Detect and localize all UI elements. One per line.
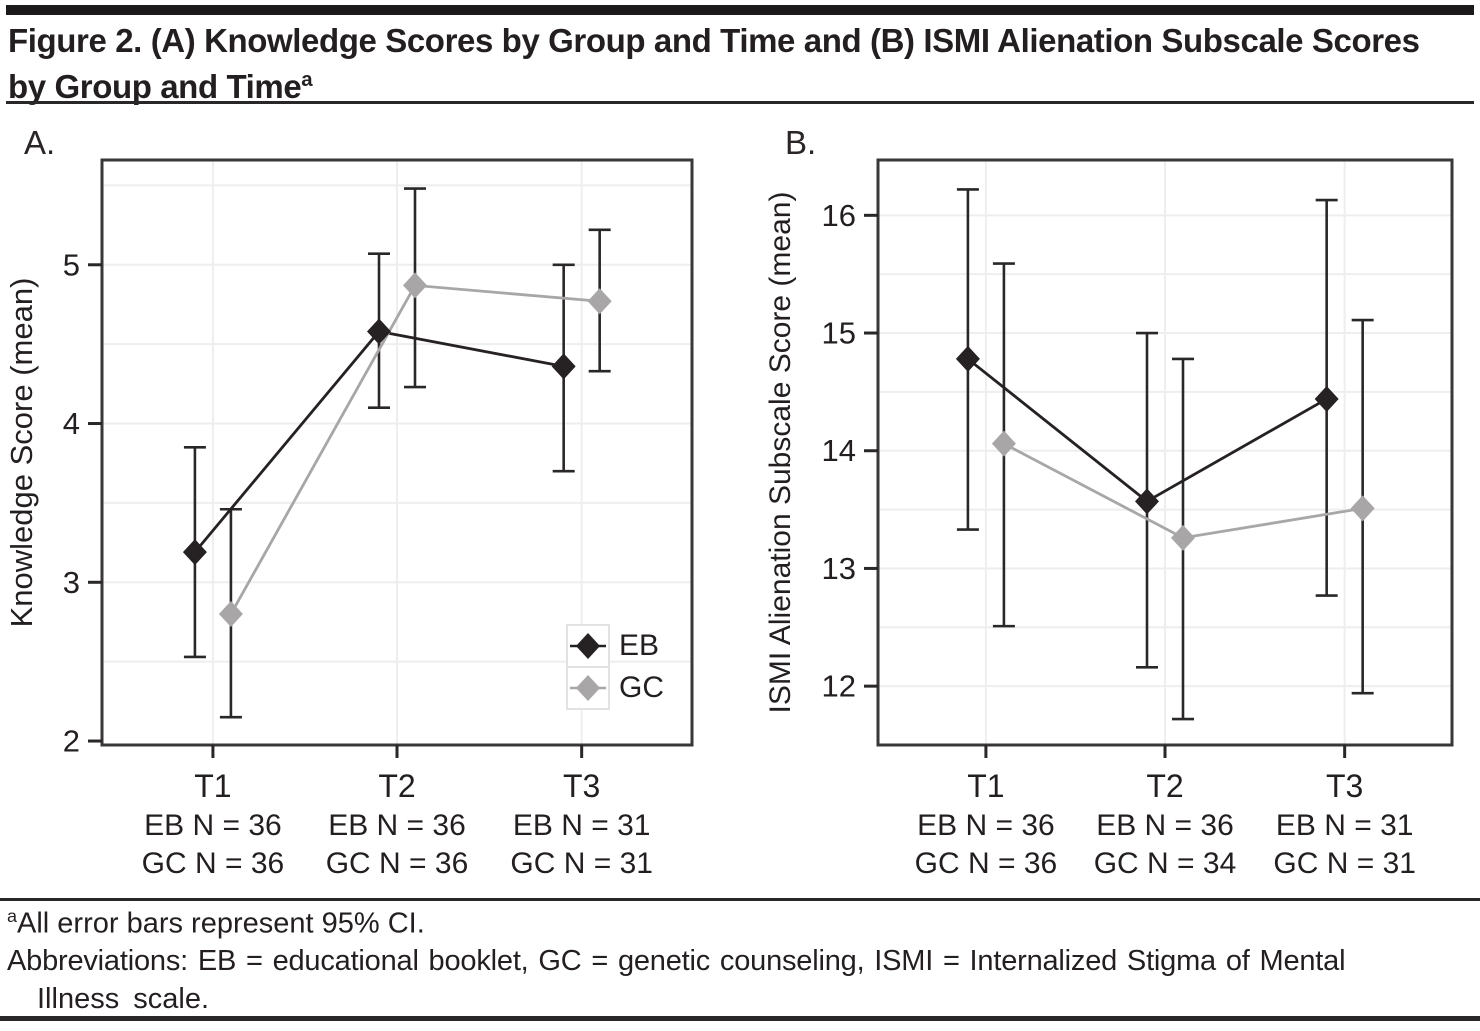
y-tick-label: 2	[63, 724, 80, 759]
legend-diamond	[576, 633, 600, 659]
y-tick-label: 13	[822, 551, 856, 586]
figure-title-line2: by Group and Time	[8, 68, 302, 105]
sample-size-label: GC N = 36	[326, 847, 469, 880]
data-point-gc-t1	[991, 430, 1016, 457]
data-point-eb-t2	[1135, 488, 1159, 515]
x-tick-label: T2	[1146, 768, 1183, 804]
y-tick-label: 4	[63, 406, 80, 441]
sample-size-label: EB N = 36	[144, 809, 282, 842]
footnote-ci: aAll error bars represent 95% CI.	[7, 906, 1473, 941]
bottom-rule	[0, 1016, 1480, 1021]
sample-size-label: GC N = 36	[142, 847, 285, 880]
legend-label-gc: GC	[619, 671, 664, 704]
sample-size-label: GC N = 31	[1273, 847, 1416, 880]
legend-diamond	[576, 675, 600, 701]
x-tick-label: T3	[563, 768, 600, 804]
footnote-abbreviations-cont: Illness scale.	[37, 983, 210, 1015]
chart-legend: EB GC	[566, 624, 664, 710]
x-tick-label: T1	[194, 768, 231, 804]
data-point-eb-t3	[1314, 385, 1339, 412]
ismi-alienation-chart: 12 13 14 15 16 T1 EB N = 36 GC N = 36 T2 EB N = 3…	[764, 158, 1454, 880]
data-point-gc-t2	[1171, 524, 1195, 551]
sample-size-label: EB N = 31	[1276, 809, 1414, 842]
data-point-gc-t3	[1350, 495, 1375, 522]
sample-size-label: EB N = 36	[328, 809, 466, 842]
y-tick-label: 3	[63, 565, 80, 600]
y-axis-title: ISMI Alienation Subscale Score (mean)	[764, 192, 797, 714]
x-tick-label: T2	[378, 768, 415, 804]
y-tick-label: 14	[822, 433, 856, 468]
gc-diamond-icon	[570, 675, 606, 701]
sample-size-label: EB N = 31	[513, 809, 651, 842]
top-rule	[6, 5, 1474, 15]
footnote-divider	[0, 898, 1480, 901]
legend-swatch-eb	[566, 624, 610, 668]
legend-item-eb: EB	[566, 624, 664, 668]
figure-title-line1: Figure 2. (A) Knowledge Scores by Group …	[8, 22, 1420, 59]
panel-a-label: A.	[24, 124, 56, 161]
knowledge-score-chart: 2 3 4 5 T1 EB N = 36 GC N = 36 T2 EB N = 36 GC N …	[4, 158, 694, 880]
data-point-gc-t1	[218, 601, 243, 628]
data-point-eb-t3	[551, 353, 576, 380]
data-point-eb-t1	[182, 539, 207, 566]
legend-label-eb: EB	[619, 629, 660, 662]
sample-size-label: EB N = 36	[917, 809, 1055, 842]
y-tick-label: 5	[63, 247, 80, 282]
footnote-ci-text: All error bars represent 95% CI.	[17, 907, 425, 940]
y-axis-title: Knowledge Score (mean)	[4, 278, 39, 628]
data-point-gc-t2	[403, 272, 427, 299]
title-divider	[6, 101, 1474, 104]
legend-swatch-gc	[566, 666, 610, 710]
y-tick-label: 15	[822, 316, 856, 351]
x-tick-label: T1	[967, 768, 1004, 804]
footnote-ci-marker: a	[7, 906, 17, 926]
y-tick-label: 12	[822, 669, 856, 704]
figure-title: Figure 2. (A) Knowledge Scores by Group …	[8, 21, 1420, 106]
panel-b-label: B.	[785, 124, 817, 161]
footnote-marker: a	[301, 68, 313, 91]
sample-size-label: GC N = 31	[510, 847, 653, 880]
footnote-abbreviations: Abbreviations: EB = educational booklet,…	[7, 945, 1346, 977]
sample-size-label: GC N = 36	[915, 847, 1058, 880]
sample-size-label: EB N = 36	[1096, 809, 1234, 842]
sample-size-label: GC N = 34	[1094, 847, 1237, 880]
y-tick-label: 16	[822, 198, 856, 233]
x-tick-label: T3	[1326, 768, 1363, 804]
legend-item-gc: GC	[566, 666, 664, 710]
data-point-eb-t2	[367, 318, 391, 345]
data-point-eb-t1	[955, 345, 980, 372]
eb-diamond-icon	[570, 633, 606, 659]
data-point-gc-t3	[587, 288, 612, 315]
